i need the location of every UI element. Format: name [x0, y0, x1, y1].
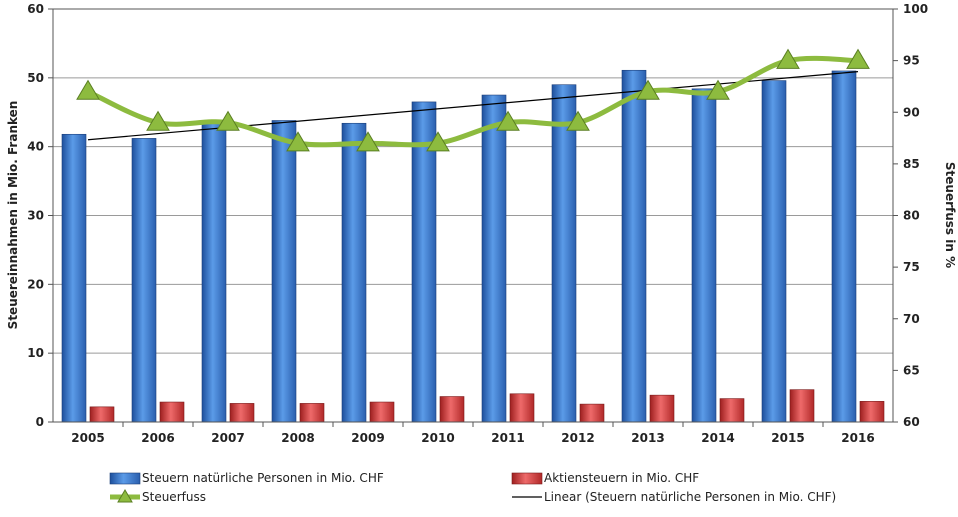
bar-share-tax [649, 394, 675, 423]
bar-natural-persons [271, 120, 297, 423]
y2-axis-title: Steuerfuss in % [943, 162, 957, 268]
bar-natural-persons [551, 84, 577, 423]
x-tick-label: 2006 [141, 431, 174, 445]
marker-steuerfuss [846, 48, 870, 69]
bar-share-tax [509, 393, 535, 423]
y2-tick-label: 80 [903, 209, 920, 223]
bar-natural-persons [831, 70, 857, 423]
y-tick-label: 40 [27, 140, 44, 154]
bar-natural-persons [131, 138, 157, 423]
legend-label: Linear (Steuern natürliche Personen in M… [544, 490, 836, 504]
y-axis-title: Steuereinnahmen in Mio. Franken [6, 101, 20, 330]
legend-label: Steuern natürliche Personen in Mio. CHF [142, 471, 384, 485]
legend-trendline: Linear (Steuern natürliche Personen in M… [512, 490, 836, 504]
legend-share-tax: Aktiensteuern in Mio. CHF [511, 471, 699, 485]
y2-tick-label: 90 [903, 105, 920, 119]
bar-natural-persons [621, 69, 647, 423]
trendline-natural-persons [87, 71, 859, 141]
legend: Steuern natürliche Personen in Mio. CHF A… [109, 471, 836, 504]
bar-natural-persons [341, 122, 367, 423]
marker-steuerfuss [146, 110, 170, 131]
legend-swatch [109, 472, 141, 485]
marker-steuerfuss [286, 131, 310, 152]
y-tick-label: 0 [36, 415, 44, 429]
y2-tick-label: 75 [903, 260, 920, 274]
bar-share-tax [89, 406, 115, 423]
bar-share-tax [859, 401, 885, 423]
x-tick-label: 2016 [841, 431, 874, 445]
bar-share-tax [579, 403, 605, 423]
marker-steuerfuss [426, 131, 450, 152]
x-tick-label: 2008 [281, 431, 314, 445]
x-tick-label: 2015 [771, 431, 804, 445]
marker-steuerfuss [706, 79, 730, 100]
bar-natural-persons [61, 133, 87, 423]
bar-natural-persons [761, 80, 787, 423]
y-tick-label: 10 [27, 346, 44, 360]
x-tick-label: 2011 [491, 431, 524, 445]
marker-steuerfuss [496, 110, 520, 131]
bar-natural-persons [481, 94, 507, 423]
marker-steuerfuss [216, 110, 240, 131]
legend-label: Steuerfuss [142, 490, 206, 504]
x-tick-label: 2005 [71, 431, 104, 445]
y2-tick-label: 60 [903, 415, 920, 429]
y2-tick-label: 95 [903, 54, 920, 68]
bar-share-tax [789, 389, 815, 423]
x-tick-label: 2012 [561, 431, 594, 445]
y-tick-label: 50 [27, 71, 44, 85]
bar-share-tax [159, 401, 185, 423]
axes-layer: 0 10 20 30 40 50 60 60 65 70 75 80 85 90 95 100 2005 2006… [27, 2, 928, 445]
bars-layer [61, 69, 885, 423]
bar-share-tax [369, 401, 395, 423]
x-tick-label: 2014 [701, 431, 734, 445]
marker-steuerfuss [776, 48, 800, 69]
bar-share-tax [719, 398, 745, 423]
legend-swatch [511, 472, 543, 485]
legend-label: Aktiensteuern in Mio. CHF [544, 471, 699, 485]
y2-tick-label: 85 [903, 157, 920, 171]
x-tick-label: 2007 [211, 431, 244, 445]
y2-tick-label: 65 [903, 363, 920, 377]
lines-layer [76, 48, 870, 152]
x-tick-label: 2010 [421, 431, 454, 445]
y2-tick-label: 100 [903, 2, 928, 16]
x-tick-label: 2013 [631, 431, 664, 445]
bar-natural-persons [411, 101, 437, 423]
y2-tick-label: 70 [903, 312, 920, 326]
bar-share-tax [229, 403, 255, 423]
legend-marker [117, 489, 133, 503]
y-tick-label: 60 [27, 2, 44, 16]
y-tick-label: 30 [27, 209, 44, 223]
y-tick-label: 20 [27, 277, 44, 291]
marker-steuerfuss [636, 79, 660, 100]
marker-steuerfuss [566, 110, 590, 131]
marker-steuerfuss [356, 131, 380, 152]
bar-share-tax [439, 396, 465, 423]
legend-natural-persons: Steuern natürliche Personen in Mio. CHF [109, 471, 384, 485]
legend-steuerfuss: Steuerfuss [110, 489, 206, 504]
x-tick-label: 2009 [351, 431, 384, 445]
bar-share-tax [299, 403, 325, 423]
bar-natural-persons [691, 88, 717, 423]
bar-natural-persons [201, 122, 227, 423]
marker-steuerfuss [76, 79, 100, 100]
